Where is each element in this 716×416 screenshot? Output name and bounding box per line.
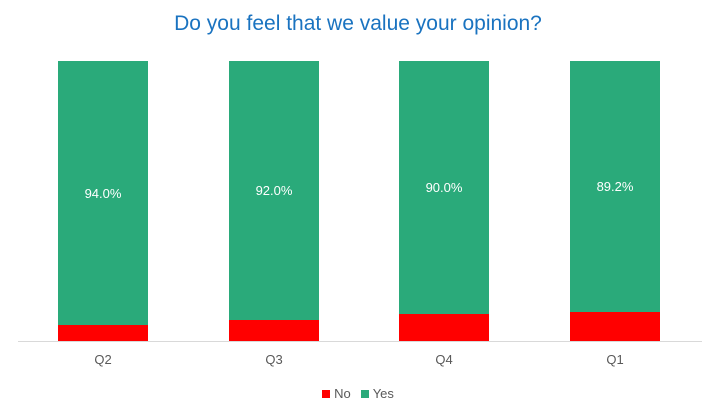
bar-q2[interactable]: 94.0%: [58, 61, 148, 342]
legend-swatch-yes: [360, 389, 369, 398]
bar-q3[interactable]: 92.0%: [229, 61, 319, 342]
bar-segment-no[interactable]: [570, 311, 660, 342]
bar-q1[interactable]: 89.2%: [570, 61, 660, 342]
chart-title: Do you feel that we value your opinion?: [174, 12, 542, 35]
x-tick-label: Q3: [265, 352, 283, 367]
data-label: 89.2%: [596, 178, 634, 194]
legend-item-yes[interactable]: Yes: [360, 386, 394, 401]
x-axis-line: [18, 341, 702, 342]
legend-label-no: No: [334, 386, 351, 401]
legend-item-no[interactable]: No: [322, 386, 351, 401]
legend-swatch-no: [322, 389, 331, 398]
data-label: 90.0%: [425, 179, 463, 195]
data-label: 94.0%: [84, 185, 122, 201]
bar-q4[interactable]: 90.0%: [399, 61, 489, 342]
bar-segment-yes[interactable]: 90.0%: [399, 61, 489, 314]
legend-label-yes: Yes: [372, 386, 394, 401]
x-tick-label: Q1: [606, 352, 624, 367]
bar-segment-no[interactable]: [58, 325, 148, 342]
bar-segment-no[interactable]: [399, 313, 489, 342]
legend: No Yes: [0, 386, 716, 401]
x-tick-label: Q4: [435, 352, 453, 367]
bar-segment-yes[interactable]: 94.0%: [58, 61, 148, 326]
x-tick-label: Q2: [94, 352, 112, 367]
bar-segment-yes[interactable]: 92.0%: [229, 61, 319, 320]
bar-segment-yes[interactable]: 89.2%: [570, 61, 660, 312]
data-label: 92.0%: [255, 182, 293, 198]
plot-area: 94.0% 92.0% 90.0% 89.2%: [18, 61, 702, 342]
bar-segment-no[interactable]: [229, 319, 319, 342]
